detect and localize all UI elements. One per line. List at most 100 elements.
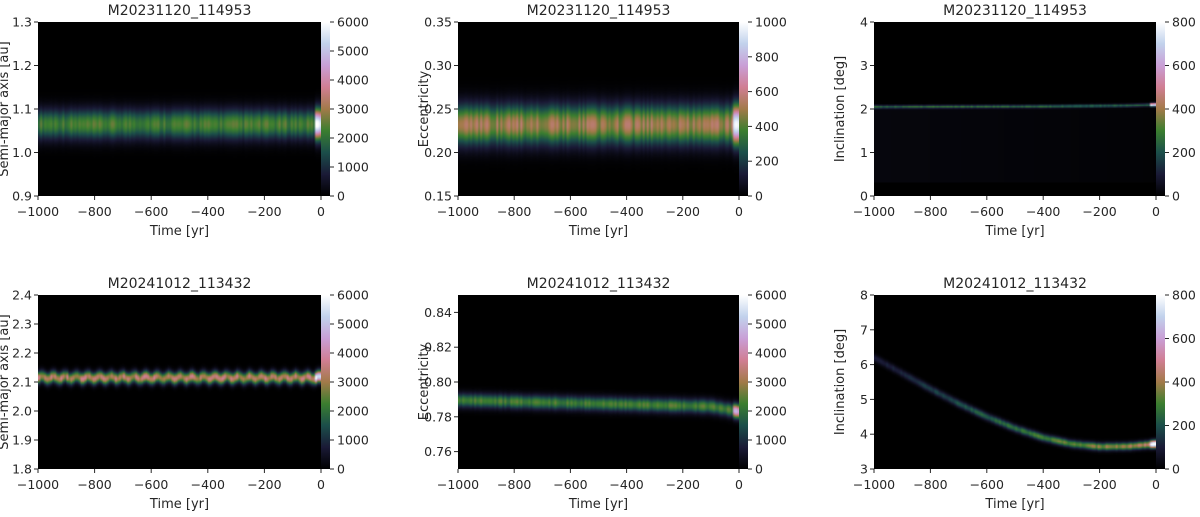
colorbar-tick-label: 3000 (337, 102, 369, 117)
y-tick-label: 0.84 (424, 305, 452, 320)
heatmap-density (38, 295, 321, 469)
x-axis-label: Time [yr] (568, 224, 628, 239)
chart-title: M20231120_114953 (943, 3, 1087, 19)
colorbar-tick-label: 400 (1172, 102, 1196, 117)
colorbar-tick-label: 1000 (337, 160, 369, 175)
x-axis-label: Time [yr] (149, 497, 209, 512)
x-axis-label: Time [yr] (984, 497, 1044, 512)
x-tick-label: −1000 (437, 477, 479, 492)
colorbar-tick-label: 600 (1172, 58, 1196, 73)
y-tick-label: 2.3 (12, 317, 32, 332)
colorbar-tick-label: 200 (1172, 418, 1196, 433)
colorbar-tick-label: 800 (755, 49, 779, 64)
y-tick-label: 4 (860, 427, 868, 442)
chart-title: M20241012_113432 (943, 276, 1087, 292)
chart-panel-5: M20241012_113432 −1000 −800 −600 −400 −200 0 Ti… (417, 276, 787, 512)
x-tick-label: −1000 (853, 477, 895, 492)
x-tick-label: −800 (913, 477, 947, 492)
x-tick-label: −1000 (853, 204, 895, 219)
x-axis-label: Time [yr] (984, 224, 1044, 239)
colorbar-tick-label: 800 (1172, 15, 1196, 30)
x-tick-label: −200 (247, 477, 281, 492)
colorbar-tick-label: 200 (1172, 145, 1196, 160)
x-tick-label: −800 (77, 477, 111, 492)
colorbar-tick-label: 200 (755, 154, 779, 169)
y-tick-label: 6 (860, 357, 868, 372)
x-tick-label: −1000 (17, 477, 59, 492)
colorbar-tick-label: 1000 (337, 433, 369, 448)
x-tick-label: −800 (497, 477, 531, 492)
colorbar-tick-label: 800 (1172, 288, 1196, 303)
heatmap-density (458, 22, 739, 196)
colorbar-tick-label: 1000 (755, 15, 787, 30)
x-tick-label: −400 (609, 477, 643, 492)
x-tick-label: −800 (77, 204, 111, 219)
y-tick-label: 7 (860, 322, 868, 337)
x-tick-label: −200 (1082, 204, 1116, 219)
x-tick-label: 0 (735, 477, 743, 492)
x-tick-label: −800 (497, 204, 531, 219)
colorbar-tick-label: 5000 (755, 317, 787, 332)
colorbar-tick-label: 5000 (337, 44, 369, 59)
x-tick-label: −600 (134, 477, 168, 492)
x-tick-label: −600 (553, 477, 587, 492)
colorbar-tick-label: 4000 (337, 346, 369, 361)
colorbar-tick-label: 6000 (337, 15, 369, 30)
y-tick-label: 1.9 (12, 433, 32, 448)
chart-title: M20231120_114953 (527, 3, 671, 19)
chart-panel-6: M20241012_113432 −1000 −800 −600 −400 −200 0 Ti… (833, 276, 1196, 512)
colorbar-tick-label: 400 (1172, 375, 1196, 390)
y-tick-label: 1.1 (12, 102, 32, 117)
y-tick-label: 2.2 (12, 346, 32, 361)
y-tick-label: 2.4 (12, 288, 32, 303)
x-tick-label: −1000 (17, 204, 59, 219)
y-tick-label: 4 (860, 15, 868, 30)
y-tick-label: 0.15 (424, 189, 452, 204)
x-tick-label: −400 (191, 477, 225, 492)
colorbar-tick-label: 2000 (337, 131, 369, 146)
y-tick-label: 0.20 (424, 145, 452, 160)
y-tick-label: 2 (860, 102, 868, 117)
x-tick-label: −200 (666, 204, 700, 219)
y-axis-label: Inclination [deg] (833, 56, 848, 162)
x-tick-label: −400 (1026, 204, 1060, 219)
y-axis-label: Semi-major axis [au] (0, 314, 12, 449)
x-tick-label: −400 (609, 204, 643, 219)
y-axis-label: Eccentricity (417, 71, 432, 148)
colorbar-tick-label: 0 (755, 462, 763, 477)
colorbar-tick-label: 0 (1172, 189, 1180, 204)
x-axis-label: Time [yr] (149, 224, 209, 239)
y-tick-label: 1.3 (12, 15, 32, 30)
chart-title: M20231120_114953 (108, 3, 252, 19)
x-tick-label: −600 (553, 204, 587, 219)
y-tick-label: 0.78 (424, 409, 452, 424)
x-tick-label: 0 (317, 477, 325, 492)
x-tick-label: −600 (970, 477, 1004, 492)
y-tick-label: 0.25 (424, 102, 452, 117)
y-tick-label: 1.8 (12, 462, 32, 477)
y-tick-label: 8 (860, 288, 868, 303)
x-tick-label: −400 (1026, 477, 1060, 492)
colorbar-tick-label: 0 (755, 189, 763, 204)
y-tick-label: 2.1 (12, 375, 32, 390)
y-tick-label: 1.0 (12, 145, 32, 160)
colorbar-tick-label: 0 (337, 462, 345, 477)
colorbar-tick-label: 1000 (755, 433, 787, 448)
colorbar-tick-label: 3000 (755, 375, 787, 390)
colorbar-tick-label: 6000 (755, 288, 787, 303)
colorbar-tick-label: 600 (755, 84, 779, 99)
y-axis-label: Eccentricity (417, 344, 432, 421)
y-tick-label: 0.82 (424, 340, 452, 355)
x-tick-label: −1000 (437, 204, 479, 219)
colorbar (1156, 295, 1165, 469)
y-tick-label: 1.2 (12, 58, 32, 73)
x-tick-label: −400 (191, 204, 225, 219)
heatmap-density (874, 22, 1156, 196)
y-tick-label: 3 (860, 58, 868, 73)
colorbar (1156, 22, 1165, 196)
colorbar-tick-label: 4000 (337, 73, 369, 88)
colorbar-tick-label: 3000 (337, 375, 369, 390)
y-tick-label: 5 (860, 392, 868, 407)
x-tick-label: 0 (1152, 204, 1160, 219)
